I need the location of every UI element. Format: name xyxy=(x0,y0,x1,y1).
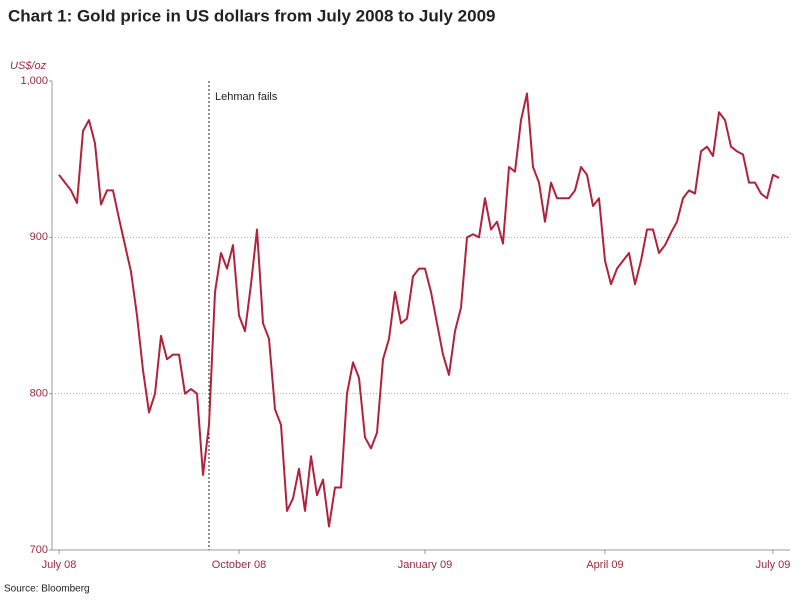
price-line xyxy=(58,92,780,528)
x-tick-label: October 08 xyxy=(212,559,266,571)
x-tick-label: July 08 xyxy=(42,559,77,571)
x-tick-label: April 09 xyxy=(586,559,623,571)
y-tick-label: 900 xyxy=(30,231,48,243)
y-tick-label: 800 xyxy=(30,388,48,400)
y-axis-label: US$/oz xyxy=(10,60,47,72)
chart-title: Chart 1: Gold price in US dollars from J… xyxy=(8,6,496,25)
y-tick-label: 700 xyxy=(30,544,48,556)
annotation: Lehman fails xyxy=(215,91,278,103)
y-tick-label: 1,000 xyxy=(20,75,48,87)
x-tick-label: January 09 xyxy=(398,559,452,571)
x-tick-label: July 09 xyxy=(756,559,791,571)
source: Source: Bloomberg xyxy=(4,584,90,595)
